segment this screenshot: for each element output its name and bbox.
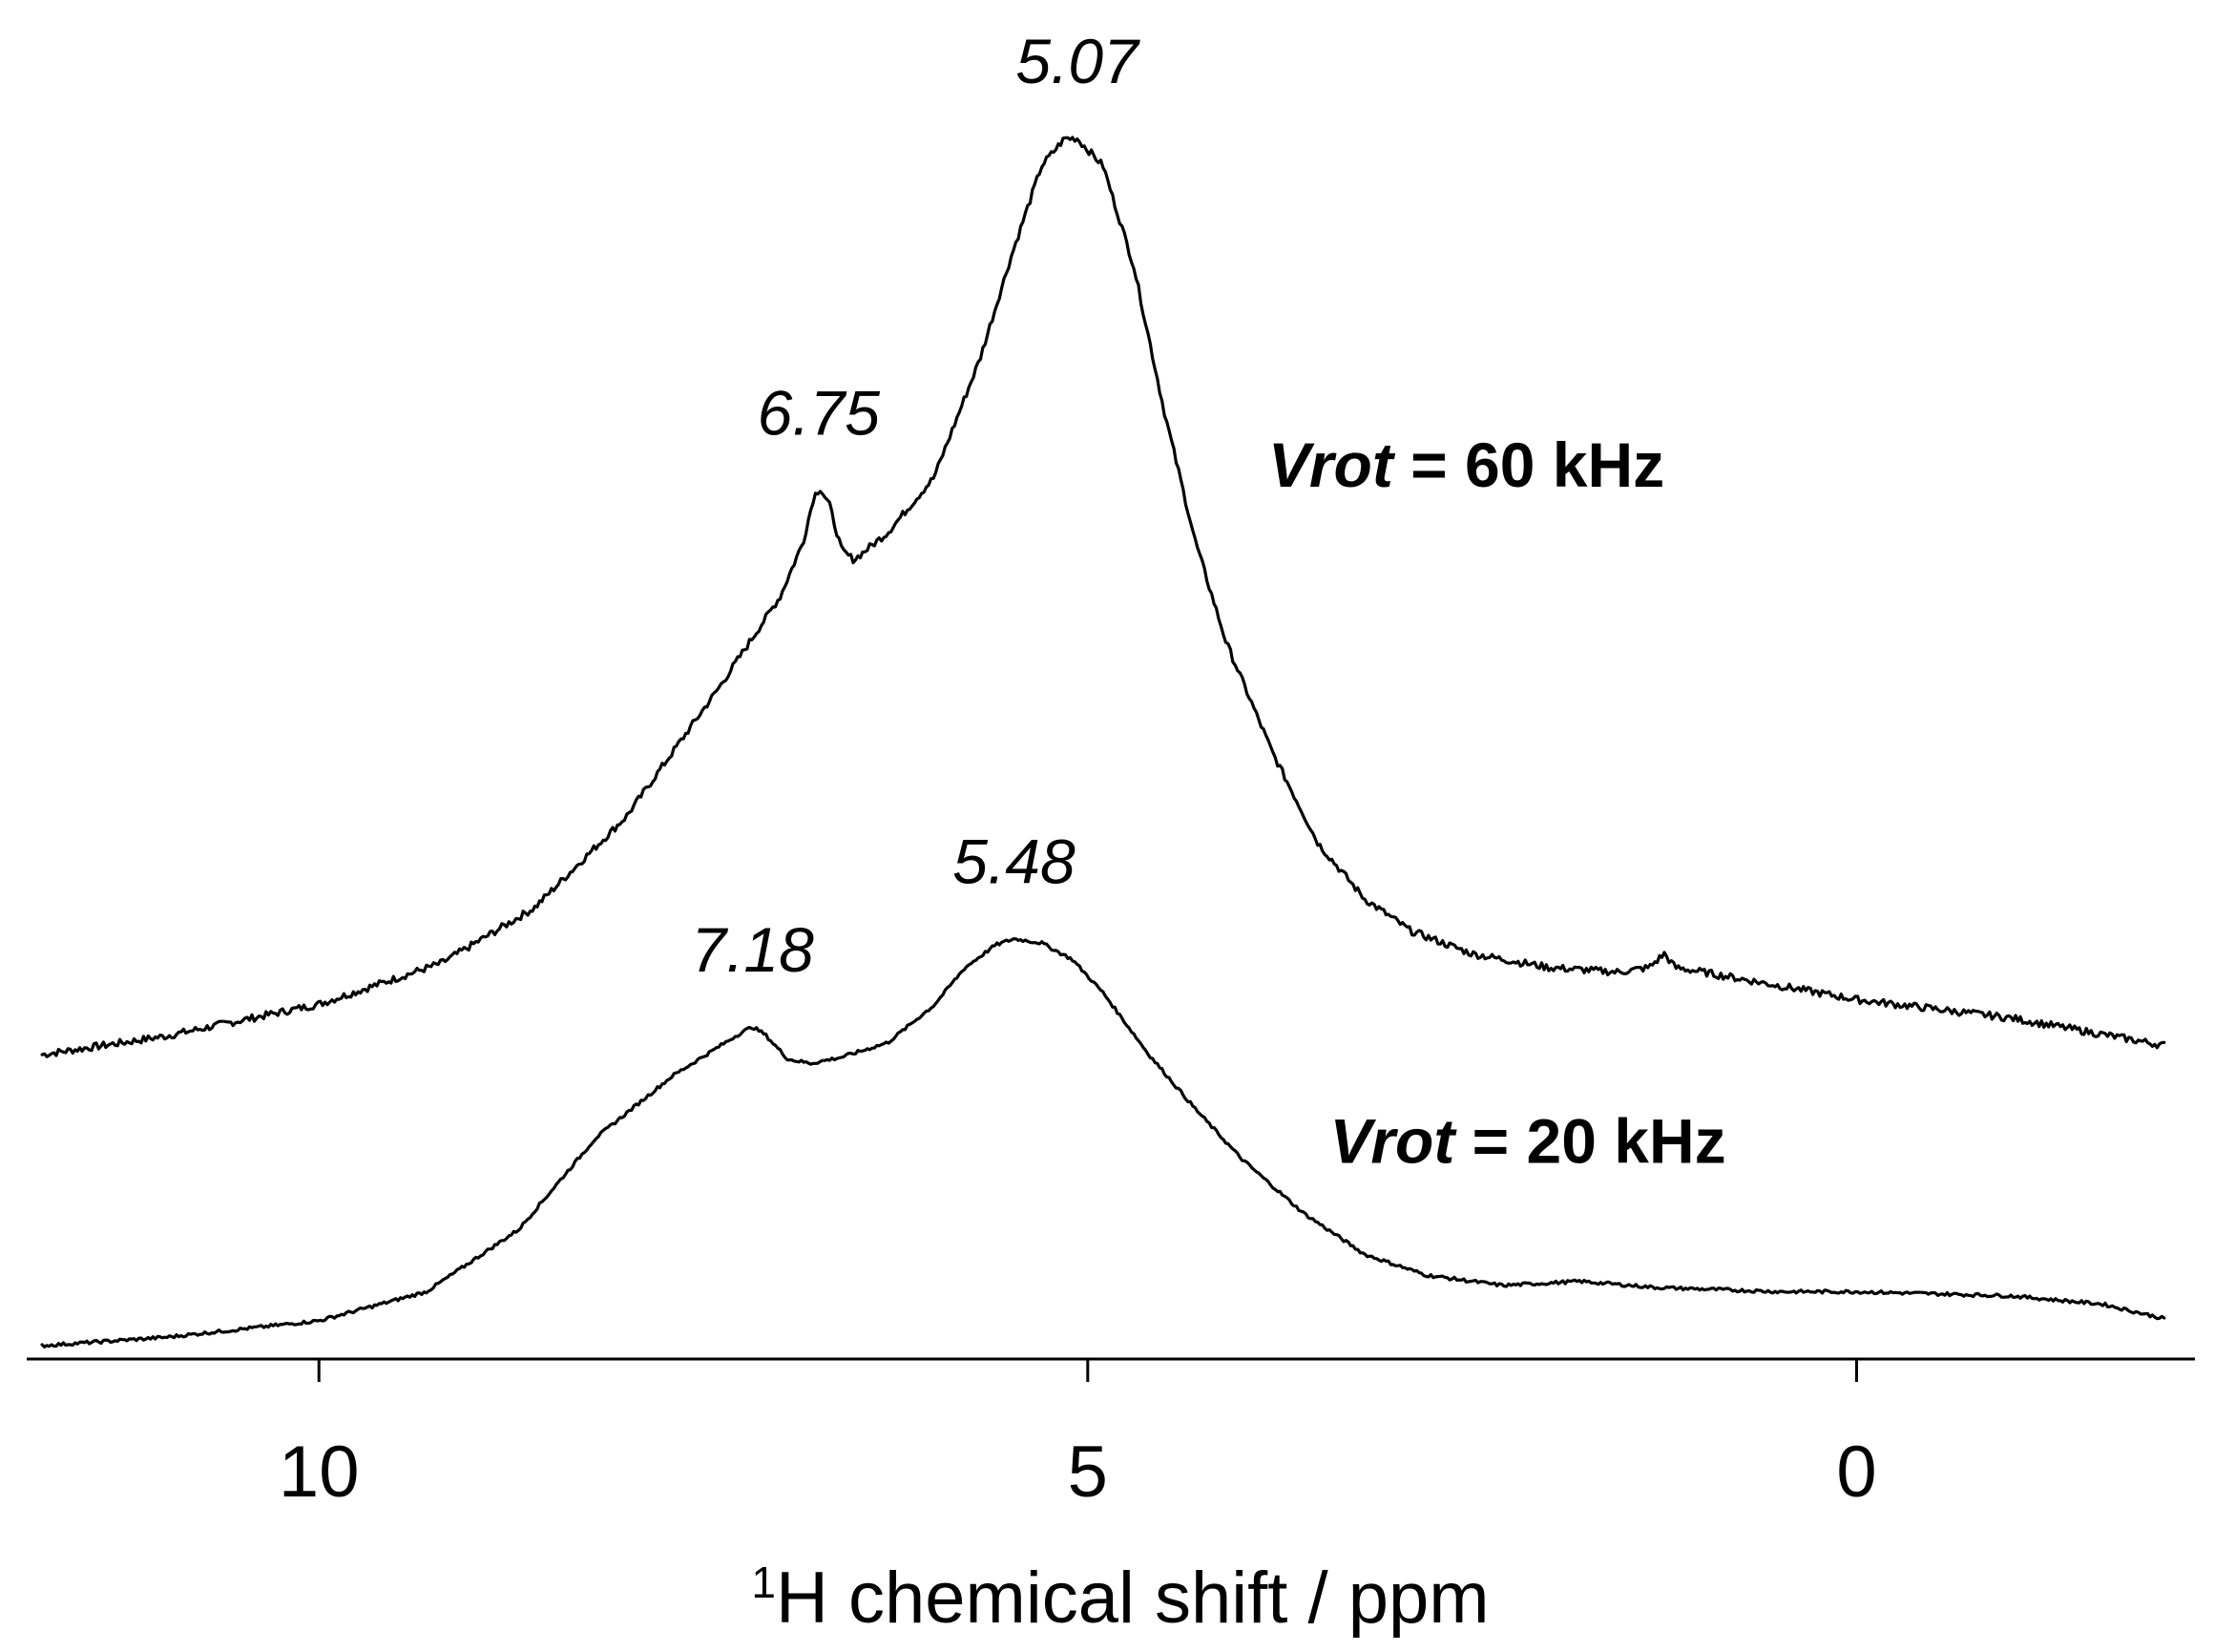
- peak-label-1-0: 5.48: [952, 826, 1076, 897]
- peak-labels: 5.07 6.75 5.48 7.18: [691, 26, 1140, 985]
- x-axis-title-text: H chemical shift / ppm: [776, 1558, 1490, 1639]
- x-tick-label-1: 5: [1068, 1432, 1108, 1513]
- x-tick-label-0: 10: [279, 1432, 360, 1513]
- spectrum-traces: [40, 136, 2166, 1349]
- series-label-equals: =: [1393, 429, 1465, 500]
- series-label-prefix: Vrot: [1330, 1106, 1458, 1177]
- series-label-0: Vrot = 60 kHz: [1268, 429, 1664, 500]
- peak-label-1-1: 7.18: [691, 914, 814, 985]
- peak-label-0-1: 6.75: [758, 378, 881, 449]
- series-label-1: Vrot = 20 kHz: [1330, 1106, 1726, 1177]
- spectrum-trace-1: [40, 937, 2166, 1349]
- series-label-equals: =: [1454, 1106, 1526, 1177]
- spectrum-trace-0: [40, 136, 2166, 1058]
- x-tick-label-2: 0: [1836, 1432, 1876, 1513]
- peak-label-0-0: 5.07: [1015, 26, 1140, 96]
- series-label-value: 20 kHz: [1527, 1106, 1726, 1177]
- x-axis-ticks: 10 5 0: [279, 1359, 1877, 1513]
- x-axis-title: 1H chemical shift / ppm: [751, 1558, 1489, 1639]
- series-label-value: 60 kHz: [1465, 429, 1664, 500]
- series-label-prefix: Vrot: [1268, 429, 1396, 500]
- x-axis-title-superscript: 1: [751, 1558, 776, 1607]
